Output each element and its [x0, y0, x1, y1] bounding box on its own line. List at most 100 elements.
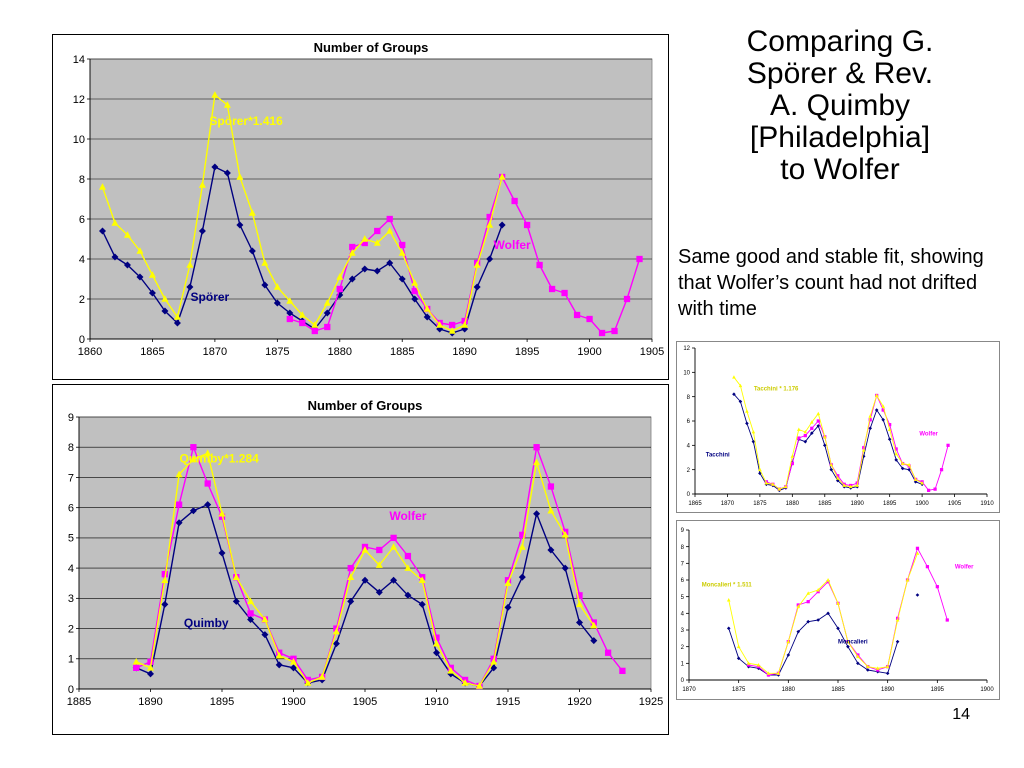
data-point: [404, 552, 412, 560]
data-point: [826, 578, 830, 582]
x-tick-label: 1885: [831, 687, 845, 693]
data-point: [204, 501, 212, 509]
data-point: [576, 592, 583, 599]
data-point: [98, 227, 106, 235]
data-point: [533, 444, 540, 451]
data-point: [361, 239, 368, 247]
data-point: [842, 483, 847, 487]
data-point: [461, 317, 468, 325]
data-point: [816, 419, 820, 423]
data-point: [298, 311, 306, 318]
data-point: [900, 466, 905, 471]
data-point: [939, 468, 944, 472]
data-point: [275, 651, 283, 659]
data-point: [132, 657, 140, 665]
data-point: [490, 657, 498, 665]
data-point: [746, 663, 751, 667]
data-point: [766, 671, 771, 675]
data-point: [349, 243, 356, 251]
data-point: [784, 484, 788, 489]
x-tick-label: 1900: [980, 687, 994, 693]
data-point: [806, 591, 810, 595]
x-tick-label: 1895: [515, 346, 539, 358]
data-point: [347, 597, 355, 605]
data-point: [398, 275, 406, 283]
data-point: [933, 487, 937, 491]
data-point: [738, 399, 743, 404]
data-point: [299, 319, 306, 327]
slide-subtitle: Same good and stable fit, showing that W…: [678, 246, 984, 320]
data-point: [822, 443, 827, 448]
data-point: [797, 436, 801, 440]
data-point: [895, 639, 900, 644]
data-point: [561, 564, 569, 572]
data-point: [390, 534, 397, 542]
series-annotation: Quimby*1.284: [179, 451, 259, 465]
data-point: [946, 443, 950, 447]
data-point: [273, 283, 281, 290]
data-point: [547, 483, 555, 490]
data-point: [885, 664, 890, 669]
data-point: [347, 564, 354, 572]
tacchini-chart-svg: 0 2 4 6 8 10 12 1865 1870 1875 1880 1885 1890 1895 190…: [683, 346, 994, 507]
y-tick-label: 9: [68, 412, 74, 424]
data-point: [433, 634, 440, 641]
data-point: [876, 668, 880, 672]
series-sp-rer-1-416: [98, 91, 506, 334]
series-annotation: Wolfer: [494, 238, 531, 252]
data-point: [386, 215, 393, 223]
y-tick-label: 2: [68, 623, 74, 635]
data-point: [390, 543, 398, 550]
chart-title: Number of Groups: [308, 398, 423, 413]
data-point: [816, 588, 820, 592]
data-point: [386, 227, 394, 234]
data-point: [374, 227, 381, 235]
data-point: [816, 411, 821, 416]
data-point: [771, 482, 775, 486]
data-point: [411, 279, 419, 286]
data-point: [829, 467, 834, 472]
x-tick-label: 1890: [881, 687, 895, 693]
y-tick-label: 6: [68, 503, 74, 515]
data-point: [855, 483, 860, 487]
data-point: [915, 546, 920, 550]
y-tick-label: 8: [681, 545, 685, 551]
data-point: [498, 173, 506, 180]
data-point: [786, 653, 791, 657]
series-annotation: Moncalieri * 1.511: [702, 583, 753, 589]
y-tick-label: 3: [68, 593, 74, 605]
x-tick-label: 1880: [328, 346, 352, 358]
data-point: [189, 507, 197, 515]
data-point: [290, 657, 297, 665]
data-point: [348, 275, 356, 283]
y-tick-label: 0: [681, 678, 685, 684]
data-point: [247, 597, 255, 605]
data-point: [548, 285, 556, 293]
data-point: [148, 289, 156, 297]
series-annotation: Spörer: [191, 290, 230, 304]
data-point: [836, 601, 840, 605]
x-tick-label: 1880: [786, 501, 800, 507]
data-point: [186, 283, 194, 291]
series-annotation: Tacchini * 1.176: [754, 387, 799, 393]
data-point: [810, 426, 814, 430]
x-tick-label: 1915: [496, 696, 520, 708]
data-point: [398, 249, 406, 256]
data-point: [846, 639, 850, 644]
data-point: [536, 261, 543, 269]
data-point: [874, 408, 879, 412]
data-point: [223, 169, 231, 177]
x-tick-label: 1925: [639, 696, 663, 708]
data-point: [511, 197, 518, 205]
data-point: [275, 661, 283, 669]
x-tick-label: 1865: [140, 346, 164, 358]
data-point: [894, 451, 898, 456]
data-point: [133, 664, 140, 671]
data-point: [324, 323, 331, 331]
data-point: [796, 629, 801, 634]
data-point: [411, 287, 418, 295]
x-tick-label: 1875: [732, 687, 746, 693]
data-point: [448, 327, 456, 334]
data-point: [797, 427, 801, 431]
series-quimby: [132, 501, 598, 690]
